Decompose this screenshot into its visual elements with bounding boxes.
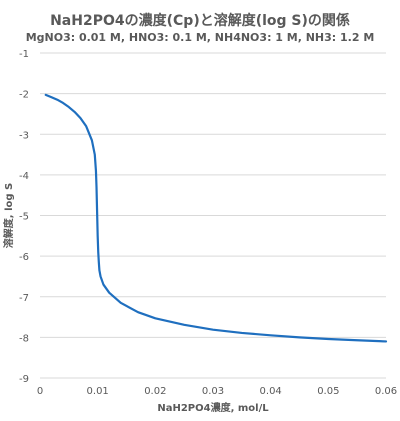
y-tick-label: -2 xyxy=(19,90,29,101)
x-tick-label: 0.02 xyxy=(144,386,166,397)
y-tick-label: -5 xyxy=(19,212,29,223)
y-axis-label: 溶解度, log S xyxy=(2,183,15,248)
y-tick-label: -6 xyxy=(19,252,29,263)
y-tick-label: -1 xyxy=(19,49,29,60)
chart-subtitle: MgNO3: 0.01 M, HNO3: 0.1 M, NH4NO3: 1 M,… xyxy=(25,31,375,44)
x-tick-label: 0.01 xyxy=(87,386,109,397)
chart-title: NaH2PO4の濃度(Cp)と溶解度(log S)の関係 xyxy=(50,13,350,29)
x-tick-label: 0.04 xyxy=(260,386,282,397)
x-tick-label: 0.06 xyxy=(375,386,397,397)
x-tick-label: 0.05 xyxy=(317,386,339,397)
x-axis-label: NaH2PO4濃度, mol/L xyxy=(157,401,269,414)
y-tick-label: -9 xyxy=(19,374,29,385)
y-tick-label: -3 xyxy=(19,130,29,141)
y-tick-label: -4 xyxy=(19,171,29,182)
y-tick-labels: -1 -2 -3 -4 -5 -6 -7 -8 -9 xyxy=(19,49,29,385)
y-tick-label: -7 xyxy=(19,293,29,304)
x-tick-label: 0 xyxy=(37,386,43,397)
x-tick-labels: 0 0.01 0.02 0.03 0.04 0.05 0.06 xyxy=(37,386,397,397)
x-tick-label: 0.03 xyxy=(202,386,224,397)
y-tick-label: -8 xyxy=(19,333,29,344)
series-line xyxy=(44,93,388,343)
